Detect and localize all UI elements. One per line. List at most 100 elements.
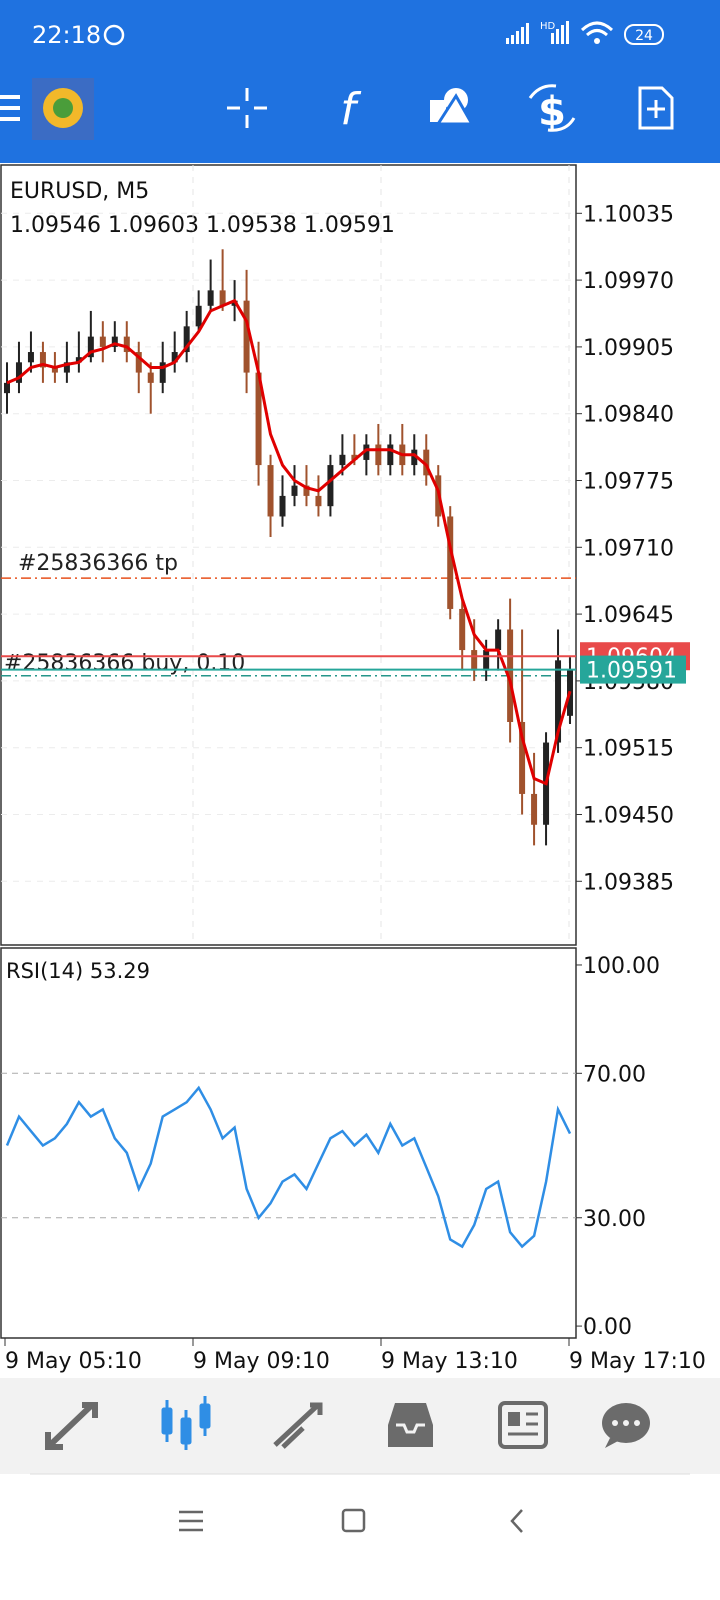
candle-body <box>363 444 370 460</box>
candle-body <box>135 352 142 373</box>
y-tick-label: 1.09450 <box>583 803 674 828</box>
home[interactable] <box>341 1508 366 1533</box>
quotes-tab[interactable] <box>45 1402 98 1450</box>
candle-body <box>171 352 178 363</box>
system-nav <box>179 1508 523 1533</box>
wifi-dot <box>594 38 600 44</box>
header-bg <box>0 0 720 163</box>
candle-body <box>207 290 214 306</box>
candle-body <box>495 629 502 651</box>
main-chart-frame <box>0 164 577 946</box>
candle-body <box>315 495 322 507</box>
candle-body <box>531 793 538 825</box>
bid-label: 1.09591 <box>586 659 677 684</box>
chat-tab[interactable] <box>602 1403 650 1448</box>
candle-body <box>51 367 58 373</box>
candle-body <box>339 454 346 466</box>
candle-body <box>39 352 46 368</box>
rsi-title: RSI(14) 53.29 <box>6 959 150 983</box>
x-tick-label: 9 May 05:10 <box>5 1349 142 1374</box>
candle-body <box>327 465 334 507</box>
candle-body <box>387 444 394 466</box>
x-tick-label: 9 May 17:10 <box>569 1349 706 1374</box>
candle-body <box>519 721 526 794</box>
candle-body <box>75 357 82 363</box>
y-tick-label: 0.00 <box>583 1315 632 1340</box>
plot: 1.10035 1.09970 1.09905 1.09840 1.09775 1.097… <box>1 165 706 1374</box>
candle-body <box>447 516 454 609</box>
clock: 22:18 <box>32 21 101 49</box>
trade-button[interactable]: $ <box>528 84 576 135</box>
y-tick-label: 1.09840 <box>583 403 674 428</box>
candle-body <box>423 449 430 476</box>
candle-body <box>87 336 94 358</box>
y-tick-label: 1.09970 <box>583 269 674 294</box>
chart-tab[interactable] <box>161 1396 211 1450</box>
rsi-line <box>5 1085 572 1249</box>
y-tick-label: 1.09645 <box>583 603 674 628</box>
y-tick-label: 100.00 <box>583 954 660 979</box>
candle-body <box>279 495 286 517</box>
rsi-chart-frame <box>0 947 577 1339</box>
y-tick-label: 1.09385 <box>583 870 674 895</box>
trade-tab[interactable] <box>273 1402 323 1449</box>
objects-button[interactable] <box>430 88 475 126</box>
ohlc-label: 1.09546 1.09603 1.09538 1.09591 <box>10 213 395 238</box>
order-label: #25836366 tp <box>18 551 178 576</box>
chart-title: EURUSD, M5 <box>10 179 149 204</box>
candle-body <box>507 629 514 722</box>
candle-body <box>411 449 418 466</box>
candle-body <box>303 485 310 496</box>
nav-icons <box>45 1396 650 1450</box>
moving-average <box>6 298 572 786</box>
signal-icons <box>506 21 569 44</box>
candle-body <box>471 650 478 671</box>
crosshair-button[interactable] <box>227 88 267 128</box>
x-tick-label: 9 May 09:10 <box>193 1349 330 1374</box>
candle-body <box>255 372 262 466</box>
candle-body <box>183 326 190 353</box>
battery-icon <box>624 24 664 45</box>
bid-box <box>580 655 686 684</box>
y-tick-label: 1.10035 <box>583 202 674 227</box>
candle-body <box>147 372 154 383</box>
alarm-icon <box>103 24 125 46</box>
candle-body <box>3 382 10 394</box>
candle-body <box>99 336 106 347</box>
candle-body <box>27 352 34 363</box>
order-label: #25836366 buy, 0.10 <box>4 651 245 676</box>
candle-body <box>351 454 358 460</box>
candle-body <box>63 362 70 373</box>
wifi-icon <box>580 21 614 37</box>
toolbar: f $ <box>227 84 674 135</box>
y-tick-label: 30.00 <box>583 1207 646 1232</box>
candle-body <box>459 608 466 651</box>
candle-body <box>195 305 202 327</box>
network-type: HD <box>540 21 556 32</box>
candle-body <box>483 650 490 671</box>
y-tick-label: 1.09905 <box>583 336 674 361</box>
history-tab[interactable] <box>388 1403 433 1447</box>
new-order-button[interactable] <box>638 86 674 130</box>
candle-body <box>267 465 274 517</box>
back[interactable] <box>510 1509 523 1533</box>
y-tick-label: 1.09710 <box>583 536 674 561</box>
battery-level: 24 <box>635 28 653 44</box>
recent-apps[interactable] <box>179 1510 203 1532</box>
logo-inner <box>53 98 73 118</box>
candle-body <box>123 336 130 353</box>
menu-icon[interactable] <box>0 95 20 121</box>
candle-body <box>15 362 22 383</box>
candle-body <box>159 362 166 383</box>
candle-body <box>291 485 298 496</box>
y-tick-label: 1.09515 <box>583 737 674 762</box>
y-tick-label: 1.09775 <box>583 469 674 494</box>
news-tab[interactable] <box>498 1401 548 1449</box>
x-tick-label: 9 May 13:10 <box>381 1349 518 1374</box>
candle-body <box>111 336 118 347</box>
candle-body <box>219 290 226 306</box>
candle-body <box>555 660 562 743</box>
candle-body <box>375 444 382 466</box>
